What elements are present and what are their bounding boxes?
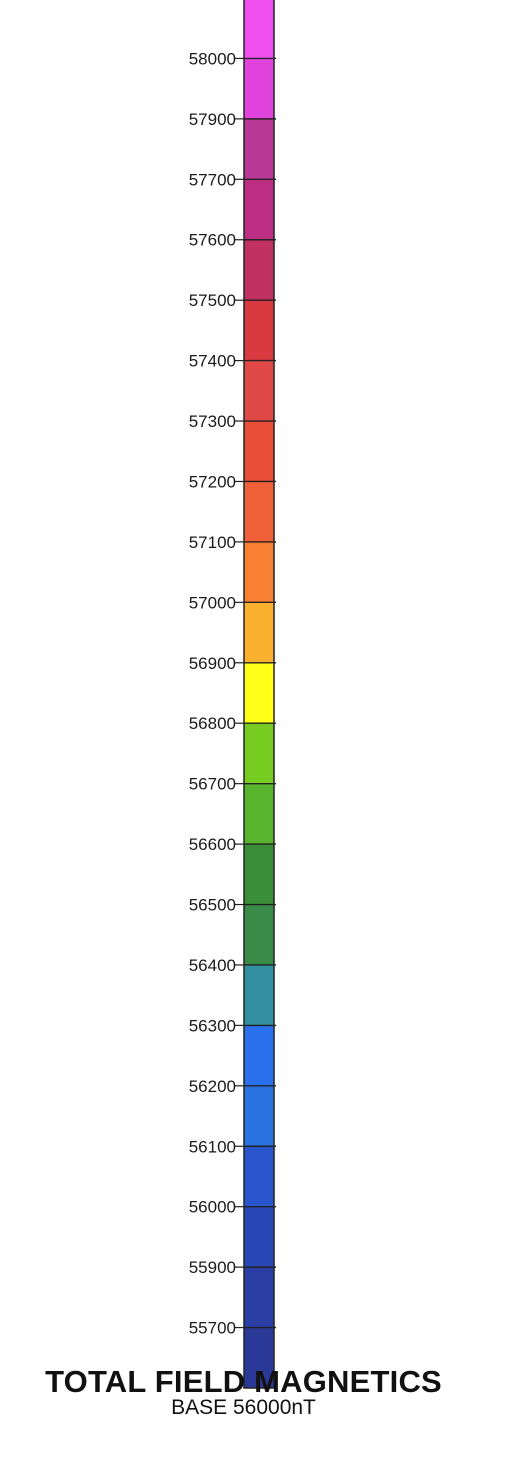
color-bin xyxy=(244,481,274,543)
tick-label: 57900 xyxy=(189,110,236,129)
color-bin xyxy=(244,662,274,724)
tick-label: 56600 xyxy=(189,835,236,854)
color-bar-outline xyxy=(243,0,275,1389)
color-bin xyxy=(244,541,274,603)
color-bin xyxy=(244,58,274,120)
tick-label: 57000 xyxy=(189,593,236,612)
tick-label: 56500 xyxy=(189,896,236,915)
color-bin xyxy=(244,360,274,422)
color-bin xyxy=(244,1327,274,1389)
color-bin xyxy=(244,0,274,59)
color-bin xyxy=(244,1025,274,1087)
tick-label: 58000 xyxy=(189,49,236,68)
tick-labels: 58000 57900 57700 57600 57500 57400 57300 57200… xyxy=(189,49,236,1337)
tick-label: 56700 xyxy=(189,775,236,794)
color-bin xyxy=(244,118,274,180)
tick-label: 56300 xyxy=(189,1016,236,1035)
color-bin xyxy=(244,421,274,482)
color-bin xyxy=(244,1146,274,1208)
legend-title: TOTAL FIELD MAGNETICS xyxy=(45,1364,442,1399)
color-bin xyxy=(244,300,274,362)
color-bin xyxy=(244,904,274,966)
color-bins xyxy=(235,0,276,1389)
tick-label: 57500 xyxy=(189,291,236,310)
tick-label: 56900 xyxy=(189,654,236,673)
tick-label: 57200 xyxy=(189,472,236,491)
color-bin xyxy=(244,844,274,906)
tick-label: 57600 xyxy=(189,231,236,250)
tick-label: 57700 xyxy=(189,170,236,189)
color-bin xyxy=(244,1085,274,1147)
tick-label: 56200 xyxy=(189,1077,236,1096)
color-bin xyxy=(244,783,274,845)
color-bin xyxy=(244,1267,274,1329)
tick-label: 56400 xyxy=(189,956,236,975)
legend-subtitle: BASE 56000nT xyxy=(171,1396,316,1419)
tick-label: 55900 xyxy=(189,1258,236,1277)
color-bin xyxy=(244,602,274,664)
color-bin xyxy=(244,179,274,241)
tick-label: 56100 xyxy=(189,1137,236,1156)
tick-label: 57300 xyxy=(189,412,236,431)
color-bin xyxy=(244,239,274,301)
tick-label: 57400 xyxy=(189,352,236,371)
color-bin xyxy=(244,1206,274,1268)
color-bin xyxy=(244,723,274,785)
tick-label: 56000 xyxy=(189,1198,236,1217)
color-bin xyxy=(244,964,274,1026)
tick-label: 55700 xyxy=(189,1319,236,1338)
tick-label: 56800 xyxy=(189,714,236,733)
tick-label: 57100 xyxy=(189,533,236,552)
